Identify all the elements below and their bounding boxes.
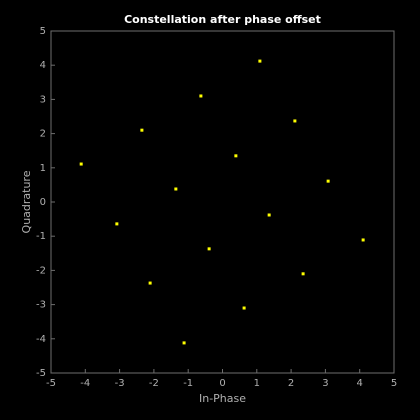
point: [199, 94, 203, 98]
y-axis-label: Quadrature: [20, 170, 33, 233]
y-tick-label: -2: [36, 265, 46, 276]
point: [326, 179, 330, 183]
x-tick-label: 5: [391, 378, 397, 389]
point: [242, 306, 246, 310]
y-tick-label: -3: [36, 300, 46, 311]
y-tick-label: 3: [40, 94, 46, 105]
point: [182, 341, 186, 345]
x-tick-label: 1: [254, 378, 260, 389]
point: [258, 59, 262, 63]
plot-area: [50, 30, 395, 374]
point: [361, 238, 365, 242]
x-tick-label: -3: [115, 378, 125, 389]
y-tick-label: 1: [40, 163, 46, 174]
point: [174, 187, 178, 191]
point: [115, 222, 119, 226]
y-tick-label: -4: [36, 334, 46, 345]
chart-title: Constellation after phase offset: [124, 13, 321, 26]
y-tick-label: -1: [36, 231, 46, 242]
y-tick-label: 5: [40, 26, 46, 37]
x-tick-label: 4: [357, 378, 363, 389]
point: [267, 213, 271, 217]
point: [207, 247, 211, 251]
point: [293, 119, 297, 123]
x-axis-label: In-Phase: [199, 392, 246, 405]
point: [301, 272, 305, 276]
x-tick-label: -2: [149, 378, 159, 389]
x-tick-label: -4: [80, 378, 90, 389]
point: [148, 281, 152, 285]
y-tick-label: 4: [40, 60, 46, 71]
x-tick-label: 3: [322, 378, 328, 389]
x-tick-label: 0: [219, 378, 225, 389]
point: [79, 162, 83, 166]
x-tick-label: -1: [183, 378, 193, 389]
y-tick-label: 0: [40, 197, 46, 208]
point: [140, 128, 144, 132]
x-tick-label: 2: [288, 378, 294, 389]
x-tick-label: -5: [46, 378, 56, 389]
point: [234, 154, 238, 158]
y-tick-label: -5: [36, 368, 46, 379]
y-tick-label: 2: [40, 129, 46, 140]
